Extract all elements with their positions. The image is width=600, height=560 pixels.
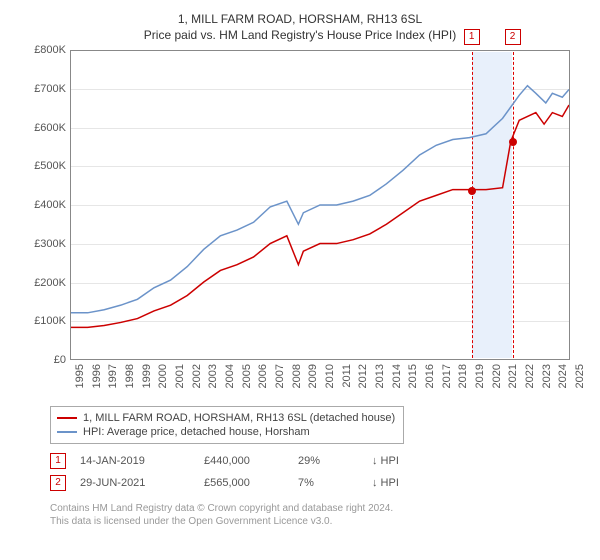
- legend-item: 1, MILL FARM ROAD, HORSHAM, RH13 6SL (de…: [57, 411, 397, 425]
- transaction-row: 2 29-JUN-2021 £565,000 7% ↓ HPI: [50, 472, 580, 494]
- transactions-table: 1 14-JAN-2019 £440,000 29% ↓ HPI 2 29-JUN-2021…: [50, 450, 580, 494]
- y-axis-label: £100K: [20, 315, 66, 327]
- legend: 1, MILL FARM ROAD, HORSHAM, RH13 6SL (de…: [50, 406, 404, 444]
- footer-line-2: This data is licensed under the Open Gov…: [50, 515, 580, 528]
- transaction-direction: ↓ HPI: [372, 477, 432, 489]
- chart-title: 1, MILL FARM ROAD, HORSHAM, RH13 6SL: [20, 12, 580, 26]
- chart-subtitle: Price paid vs. HM Land Registry's House …: [20, 28, 580, 42]
- data-point: [509, 138, 517, 146]
- transaction-date: 29-JUN-2021: [80, 477, 190, 489]
- footer-line-1: Contains HM Land Registry data © Crown c…: [50, 502, 580, 515]
- transaction-date: 14-JAN-2019: [80, 455, 190, 467]
- y-axis-label: £500K: [20, 160, 66, 172]
- y-axis-label: £0: [20, 354, 66, 366]
- legend-label: 1, MILL FARM ROAD, HORSHAM, RH13 6SL (de…: [83, 412, 395, 424]
- transaction-price: £440,000: [204, 455, 284, 467]
- y-axis-label: £800K: [20, 44, 66, 56]
- transaction-price: £565,000: [204, 477, 284, 489]
- marker-badge: 1: [464, 29, 480, 45]
- plot-region: 12: [70, 50, 570, 360]
- transaction-badge: 2: [50, 475, 66, 491]
- transaction-row: 1 14-JAN-2019 £440,000 29% ↓ HPI: [50, 450, 580, 472]
- transaction-badge: 1: [50, 453, 66, 469]
- transaction-pct: 29%: [298, 455, 358, 467]
- chart-area: £0£100K£200K£300K£400K£500K£600K£700K£80…: [20, 50, 580, 400]
- data-point: [468, 187, 476, 195]
- transaction-pct: 7%: [298, 477, 358, 489]
- y-axis-label: £700K: [20, 83, 66, 95]
- transaction-direction: ↓ HPI: [372, 455, 432, 467]
- y-axis-label: £200K: [20, 277, 66, 289]
- footer-attribution: Contains HM Land Registry data © Crown c…: [50, 502, 580, 528]
- legend-swatch: [57, 431, 77, 433]
- series-line-hpi: [71, 86, 569, 313]
- legend-item: HPI: Average price, detached house, Hors…: [57, 425, 397, 439]
- legend-swatch: [57, 417, 77, 419]
- marker-badge: 2: [505, 29, 521, 45]
- legend-label: HPI: Average price, detached house, Hors…: [83, 426, 310, 438]
- x-axis-label: 2025: [574, 364, 600, 388]
- y-axis-label: £600K: [20, 122, 66, 134]
- y-axis-label: £400K: [20, 199, 66, 211]
- y-axis-label: £300K: [20, 238, 66, 250]
